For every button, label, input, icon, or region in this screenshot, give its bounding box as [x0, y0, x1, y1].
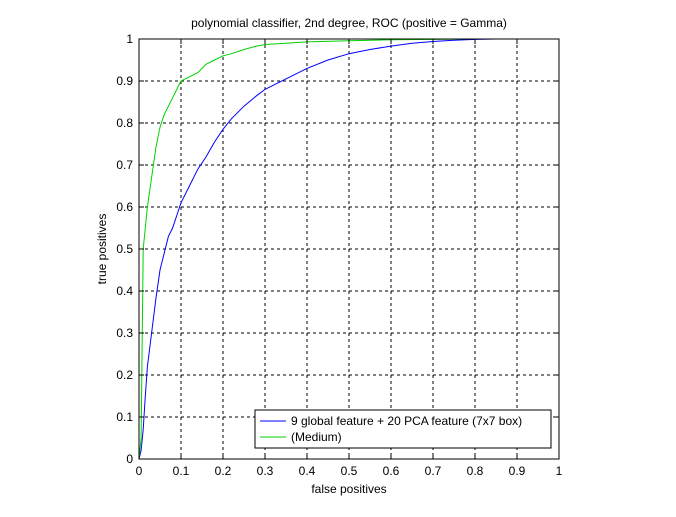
y-tick-label: 0.3 [116, 326, 133, 340]
y-axis-label: true positives [95, 214, 109, 285]
legend-box [254, 409, 552, 449]
grid [139, 39, 559, 459]
y-tick-label: 0.4 [116, 284, 133, 298]
y-tick-label: 0.9 [116, 74, 133, 88]
y-tick-label: 0.7 [116, 158, 133, 172]
x-tick-label: 0.4 [299, 464, 316, 478]
x-tick-label: 0.6 [383, 464, 400, 478]
chart-title: polynomial classifier, 2nd degree, ROC (… [191, 16, 507, 30]
x-tick-label: 0.5 [341, 464, 358, 478]
y-tick-label: 0.5 [116, 242, 133, 256]
ticks: 0 0.1 0.2 0.3 0.4 0.5 0.6 0.7 0.8 0.9 1 0 0.1 0.2 0.3 0… [116, 32, 562, 478]
y-tick-label: 1 [126, 32, 133, 46]
x-tick-label: 0.1 [173, 464, 190, 478]
x-tick-label: 0.7 [425, 464, 442, 478]
y-tick-label: 0.8 [116, 116, 133, 130]
legend: 9 global feature + 20 PCA feature (7x7 b… [254, 409, 552, 449]
x-tick-label: 0.8 [467, 464, 484, 478]
x-tick-label: 0.3 [257, 464, 274, 478]
legend-label-series-2: (Medium) [291, 430, 342, 444]
y-tick-label: 0.2 [116, 368, 133, 382]
x-axis-label: false positives [311, 482, 386, 496]
x-tick-label: 0 [136, 464, 143, 478]
x-tick-label: 0.2 [215, 464, 232, 478]
x-tick-label: 0.9 [509, 464, 526, 478]
y-tick-label: 0.1 [116, 410, 133, 424]
y-tick-label: 0 [126, 452, 133, 466]
legend-label-series-1: 9 global feature + 20 PCA feature (7x7 b… [291, 414, 522, 428]
y-tick-label: 0.6 [116, 200, 133, 214]
x-tick-label: 1 [556, 464, 563, 478]
